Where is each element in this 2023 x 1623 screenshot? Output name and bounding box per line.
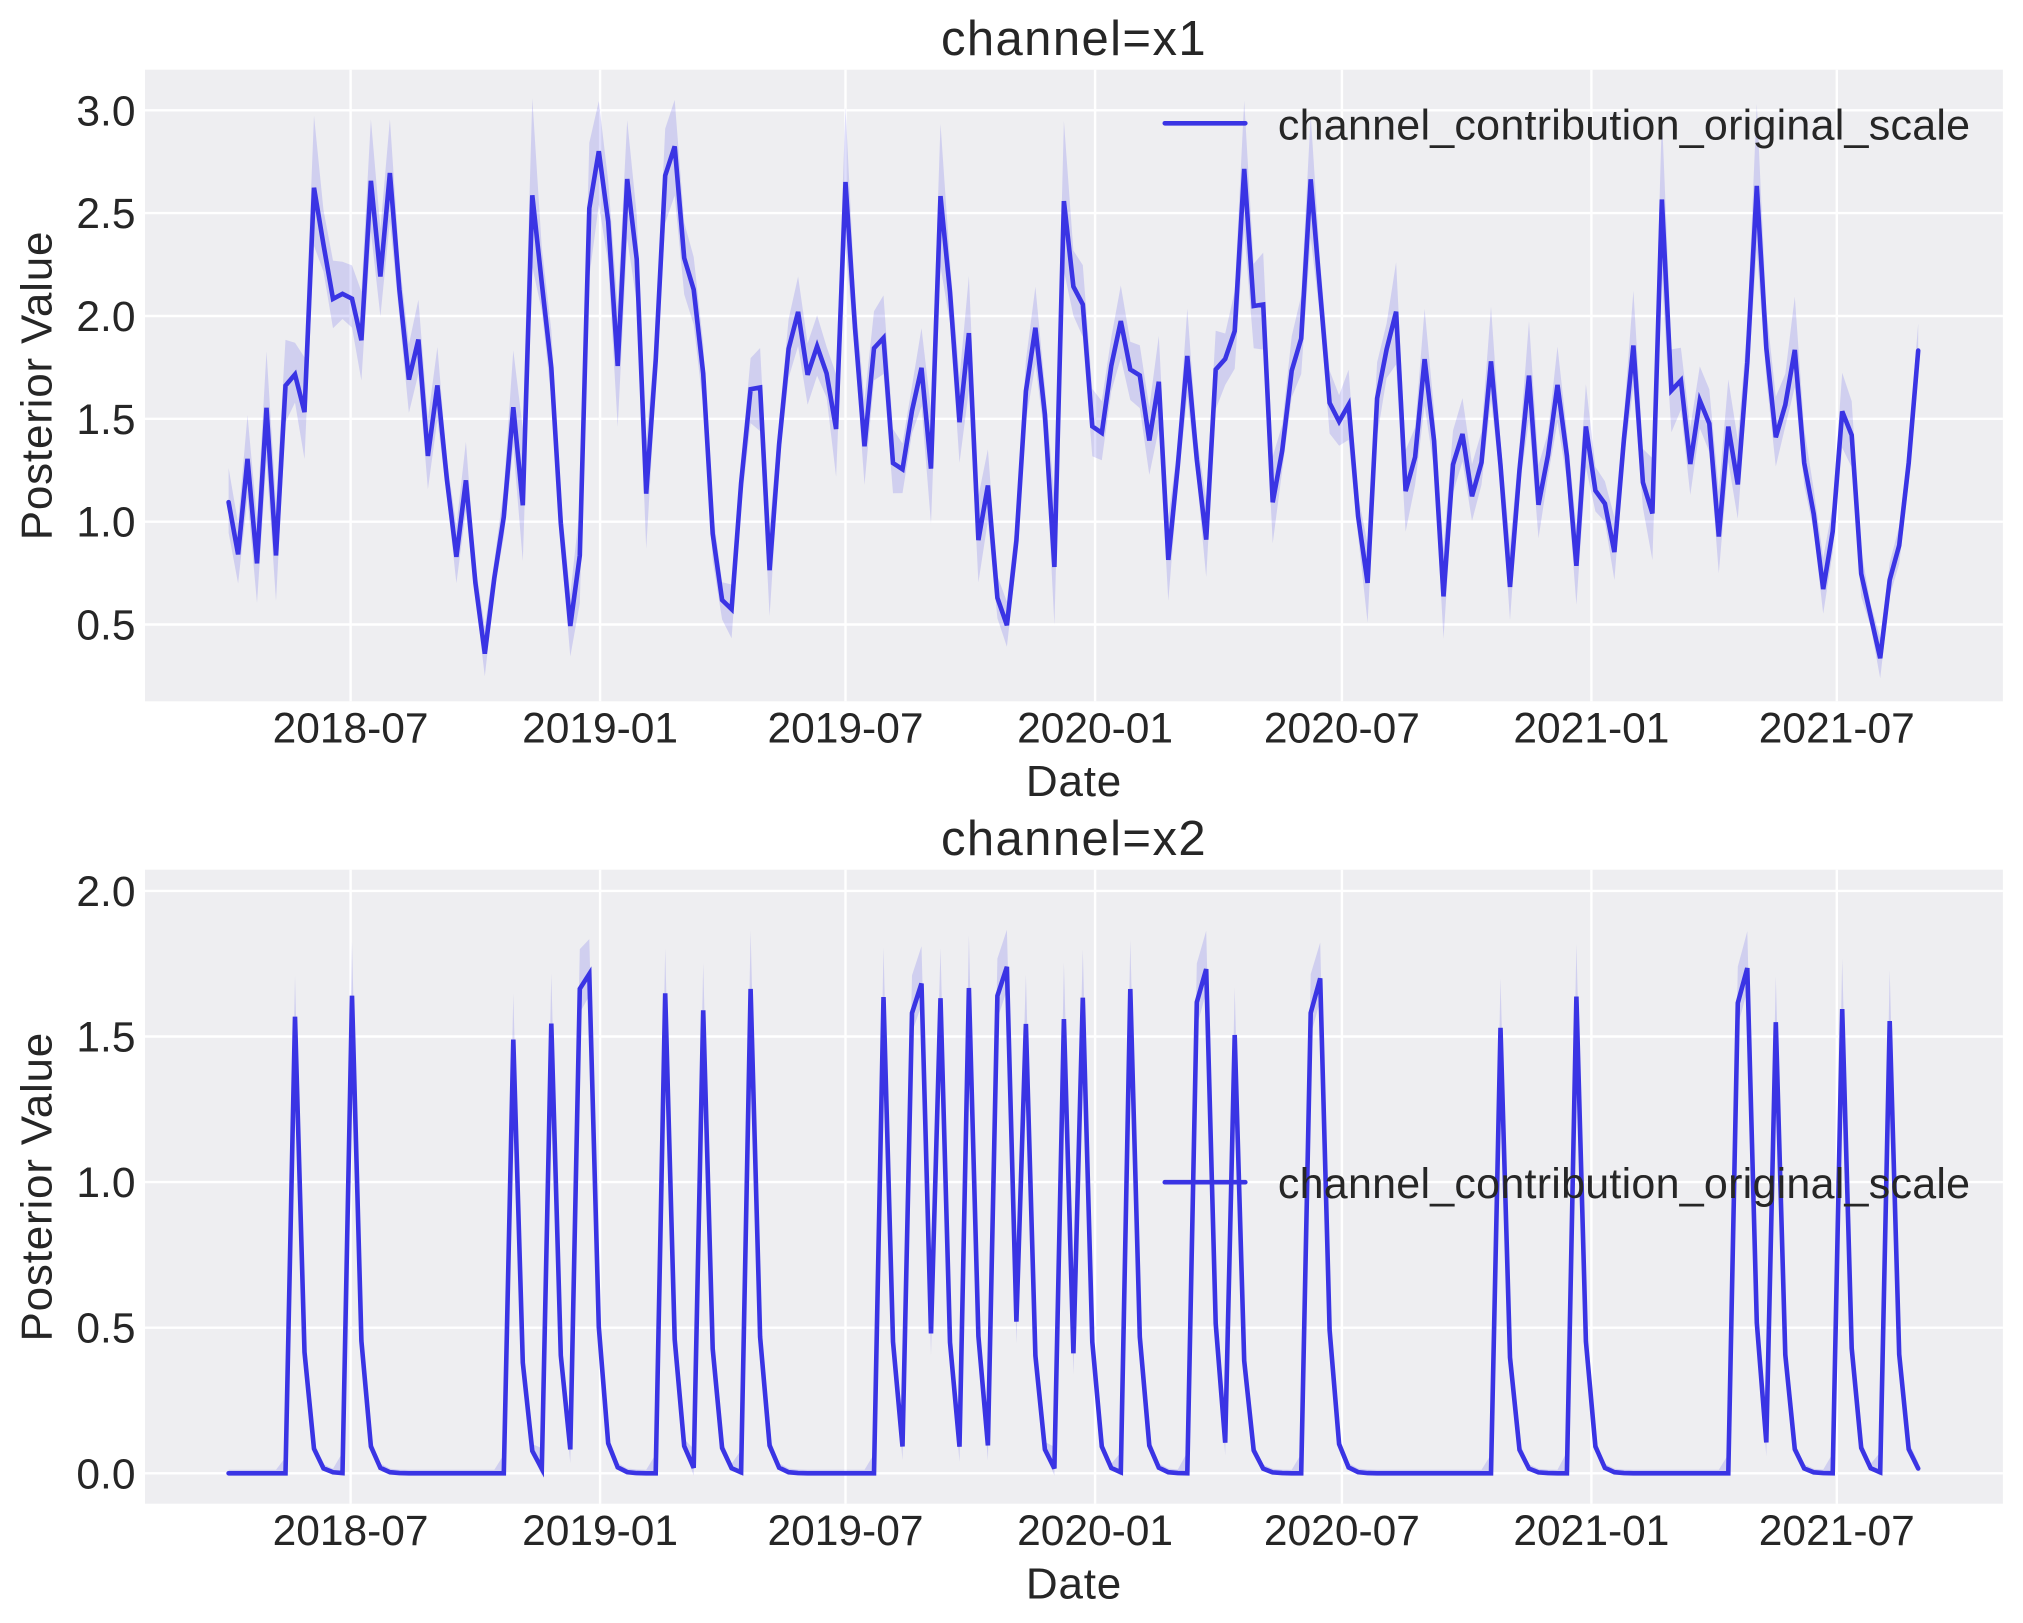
svg-text:2018-07: 2018-07 xyxy=(273,1508,429,1555)
svg-text:channel_contribution_original_: channel_contribution_original_scale xyxy=(1278,101,1970,149)
svg-text:2020-07: 2020-07 xyxy=(1264,706,1420,753)
svg-text:2021-01: 2021-01 xyxy=(1513,706,1669,753)
svg-text:2021-01: 2021-01 xyxy=(1513,1508,1669,1555)
svg-text:2.0: 2.0 xyxy=(76,869,135,916)
svg-text:0.5: 0.5 xyxy=(76,1306,135,1353)
svg-text:2.0: 2.0 xyxy=(76,294,135,341)
svg-text:1.0: 1.0 xyxy=(76,1160,135,1207)
svg-text:Date: Date xyxy=(1026,757,1122,806)
svg-text:0.5: 0.5 xyxy=(76,603,135,650)
svg-text:2019-07: 2019-07 xyxy=(768,706,924,753)
svg-text:3.0: 3.0 xyxy=(76,88,135,135)
svg-text:2019-01: 2019-01 xyxy=(522,1508,678,1555)
svg-text:2020-01: 2020-01 xyxy=(1017,1508,1173,1555)
svg-text:1.5: 1.5 xyxy=(76,397,135,444)
svg-text:0.0: 0.0 xyxy=(76,1451,135,1498)
svg-text:Date: Date xyxy=(1026,1559,1122,1608)
svg-text:Posterior Value: Posterior Value xyxy=(13,231,62,541)
svg-text:1.5: 1.5 xyxy=(76,1015,135,1062)
svg-text:2019-07: 2019-07 xyxy=(768,1508,924,1555)
svg-text:2019-01: 2019-01 xyxy=(522,706,678,753)
svg-text:2021-07: 2021-07 xyxy=(1759,1508,1915,1555)
svg-text:Posterior Value: Posterior Value xyxy=(13,1032,62,1342)
svg-text:channel=x2: channel=x2 xyxy=(941,812,1207,866)
svg-text:2020-07: 2020-07 xyxy=(1264,1508,1420,1555)
svg-text:channel_contribution_original_: channel_contribution_original_scale xyxy=(1278,1160,1970,1208)
svg-text:1.0: 1.0 xyxy=(76,500,135,547)
svg-text:2018-07: 2018-07 xyxy=(273,706,429,753)
svg-text:2021-07: 2021-07 xyxy=(1759,706,1915,753)
svg-text:channel=x1: channel=x1 xyxy=(941,12,1207,66)
svg-text:2020-01: 2020-01 xyxy=(1017,706,1173,753)
svg-text:2.5: 2.5 xyxy=(76,191,135,238)
